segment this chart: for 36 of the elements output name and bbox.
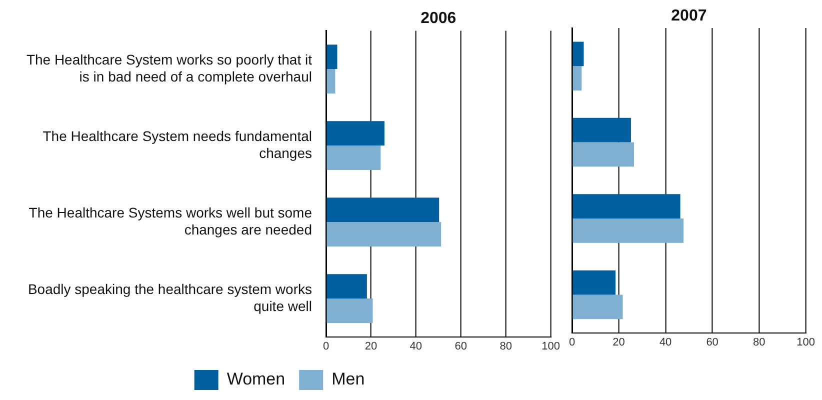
bar xyxy=(326,146,381,170)
bar xyxy=(572,294,623,320)
x-tick-label: 40 xyxy=(659,336,672,348)
bar xyxy=(572,118,631,142)
y-tick-label: The Healthcare Systems works well but some changes are needed xyxy=(28,204,312,238)
bar xyxy=(572,194,680,218)
bar xyxy=(572,218,684,243)
bar xyxy=(572,142,634,167)
bar xyxy=(572,42,584,66)
x-tick-label: 40 xyxy=(410,340,422,352)
x-tick-label: 60 xyxy=(706,336,718,348)
bar xyxy=(326,198,440,222)
legend-label: Men xyxy=(332,370,365,389)
legend-label: Women xyxy=(226,370,286,389)
y-tick-label: Boadly speaking the healthcare system works quite well xyxy=(28,281,312,314)
y-tick-label: The Healthcare System works so poorly that it is in bad need of a complete overhaul xyxy=(26,52,312,84)
x-tick-label: 100 xyxy=(796,336,816,348)
chart-title: 2007 xyxy=(671,7,707,24)
bar xyxy=(326,121,384,146)
bar xyxy=(326,274,367,299)
x-tick-label: 20 xyxy=(612,336,625,348)
x-tick-label: 60 xyxy=(454,340,468,352)
chart-title: 2006 xyxy=(420,10,456,28)
y-tick-label: The Healthcare System needs fundamental changes xyxy=(42,128,312,161)
bar xyxy=(326,298,373,324)
bar xyxy=(326,69,336,94)
bar xyxy=(572,66,582,90)
x-tick-label: 0 xyxy=(322,340,330,352)
x-tick-label: 0 xyxy=(568,336,576,348)
x-tick-label: 80 xyxy=(500,340,512,352)
x-tick-label: 80 xyxy=(752,336,766,348)
bar xyxy=(326,44,338,70)
x-tick-label: 100 xyxy=(542,340,560,352)
bar xyxy=(572,270,616,295)
bar xyxy=(326,222,442,247)
x-tick-label: 20 xyxy=(364,340,378,352)
